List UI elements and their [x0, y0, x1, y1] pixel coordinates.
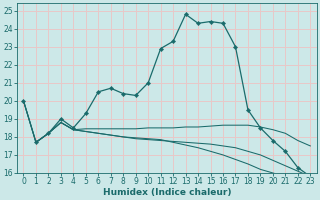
X-axis label: Humidex (Indice chaleur): Humidex (Indice chaleur) [103, 188, 231, 197]
